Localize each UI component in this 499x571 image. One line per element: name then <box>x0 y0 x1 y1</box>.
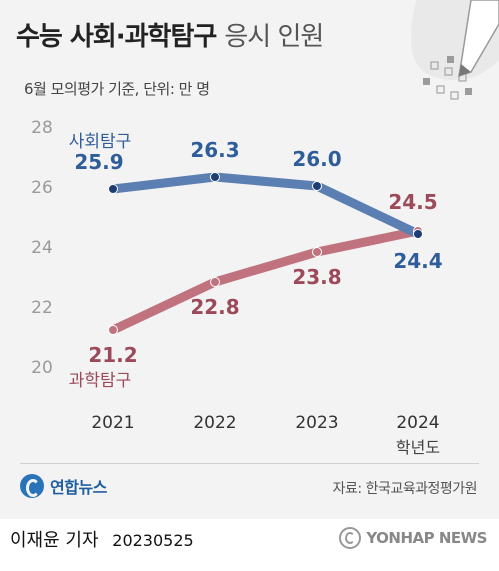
data-label: 26.3 <box>190 138 239 162</box>
data-label: 26.0 <box>292 147 341 171</box>
yonhap-watermark: YONHAP NEWS <box>339 527 487 549</box>
y-tick-label: 20 <box>31 358 53 378</box>
data-point <box>210 277 220 287</box>
watermark-text: YONHAP NEWS <box>366 529 487 547</box>
data-label: 21.2 <box>88 343 137 367</box>
data-point <box>312 247 322 257</box>
yonhap-logo-icon <box>20 474 44 498</box>
yonhap-logo-text: 연합뉴스 <box>50 478 107 497</box>
watermark-icon <box>339 527 362 549</box>
data-point <box>413 229 423 239</box>
y-tick-label: 26 <box>31 178 53 198</box>
title-bold: 수능 사회·과학탐구 <box>16 22 217 52</box>
chart-title: 수능 사회·과학탐구 응시 인원 <box>16 16 324 53</box>
footer-divider <box>20 463 479 464</box>
chart-subtitle: 6월 모의평가 기준, 단위: 만 명 <box>24 80 210 98</box>
x-tick-label: 2021 <box>91 413 134 433</box>
pencil-icon <box>458 0 499 78</box>
source-text: 자료: 한국교육과정평가원 <box>332 481 478 497</box>
data-label: 23.8 <box>292 265 341 289</box>
data-point <box>108 325 118 335</box>
x-axis: 2021 2022 2023 2024 학년도 <box>91 413 440 457</box>
title-light: 응시 인원 <box>224 22 324 52</box>
series-name-label: 과학탐구 <box>69 371 132 391</box>
series-line-social <box>108 172 423 239</box>
y-tick-label: 28 <box>31 118 53 138</box>
x-tick-label: 2024 <box>396 413 439 433</box>
pencil-exam-illustration <box>411 0 499 100</box>
series-name-label: 사회탐구 <box>69 132 132 152</box>
series-line-science <box>108 226 423 335</box>
reporter-name: 이재윤 기자 <box>10 530 99 551</box>
y-axis: 20 22 24 26 28 <box>31 118 53 378</box>
data-label: 22.8 <box>190 295 239 319</box>
x-unit-label: 학년도 <box>396 438 440 457</box>
y-tick-label: 24 <box>31 238 53 258</box>
data-label: 24.4 <box>393 249 442 273</box>
data-point <box>210 172 220 182</box>
data-label: 25.9 <box>74 150 123 174</box>
x-tick-label: 2022 <box>193 413 236 433</box>
publish-date: 20230525 <box>112 531 194 550</box>
data-point <box>108 184 118 194</box>
x-tick-label: 2023 <box>295 413 338 433</box>
data-point <box>312 181 322 191</box>
reporter-credit: 이재윤 기자 20230525 <box>10 526 194 552</box>
y-tick-label: 22 <box>31 298 53 318</box>
yonhap-logo: 연합뉴스 <box>20 474 107 498</box>
infographic-card: 수능 사회·과학탐구 응시 인원 6월 모의평가 기준, 단위: 만 명 <box>0 0 499 519</box>
data-label: 24.5 <box>388 190 437 214</box>
